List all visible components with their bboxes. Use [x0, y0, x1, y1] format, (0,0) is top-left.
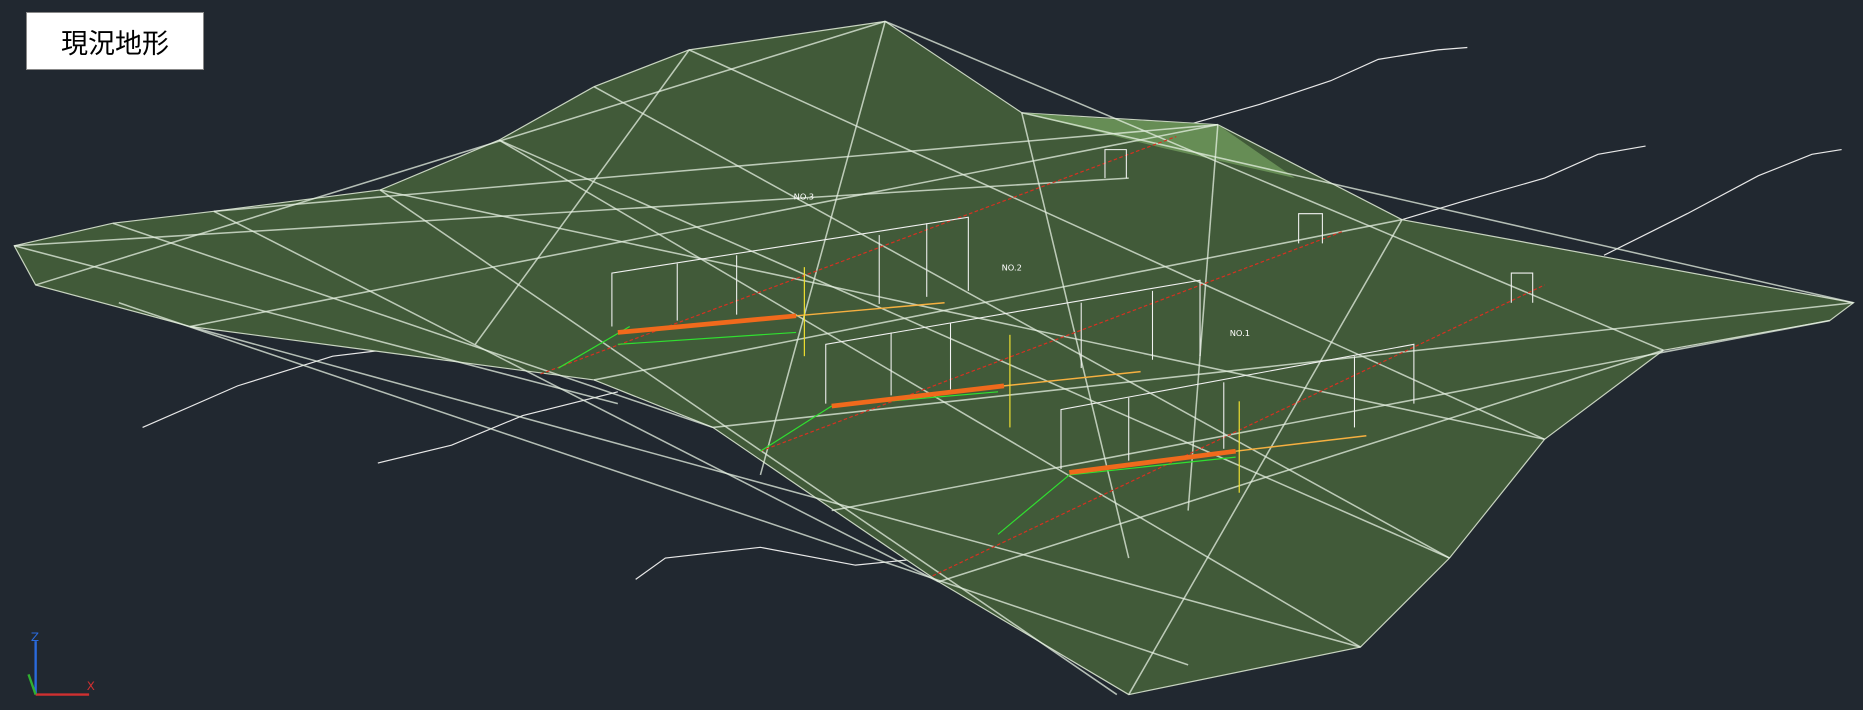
station-label: NO.2 — [1002, 263, 1022, 273]
triangulation — [14, 20, 1854, 696]
axis-label: Z — [31, 630, 39, 644]
axis-label: X — [87, 679, 95, 693]
alignment-lines — [540, 135, 1545, 577]
station-label: NO.1 — [1230, 328, 1250, 338]
terrain-surface — [13, 20, 1855, 696]
dimension-frames — [611, 149, 1534, 469]
ucs-icon: Z X — [27, 630, 95, 696]
station-label: NO.3 — [794, 191, 814, 201]
road-sections — [617, 267, 1367, 493]
view-label: 現況地形 — [26, 12, 204, 70]
